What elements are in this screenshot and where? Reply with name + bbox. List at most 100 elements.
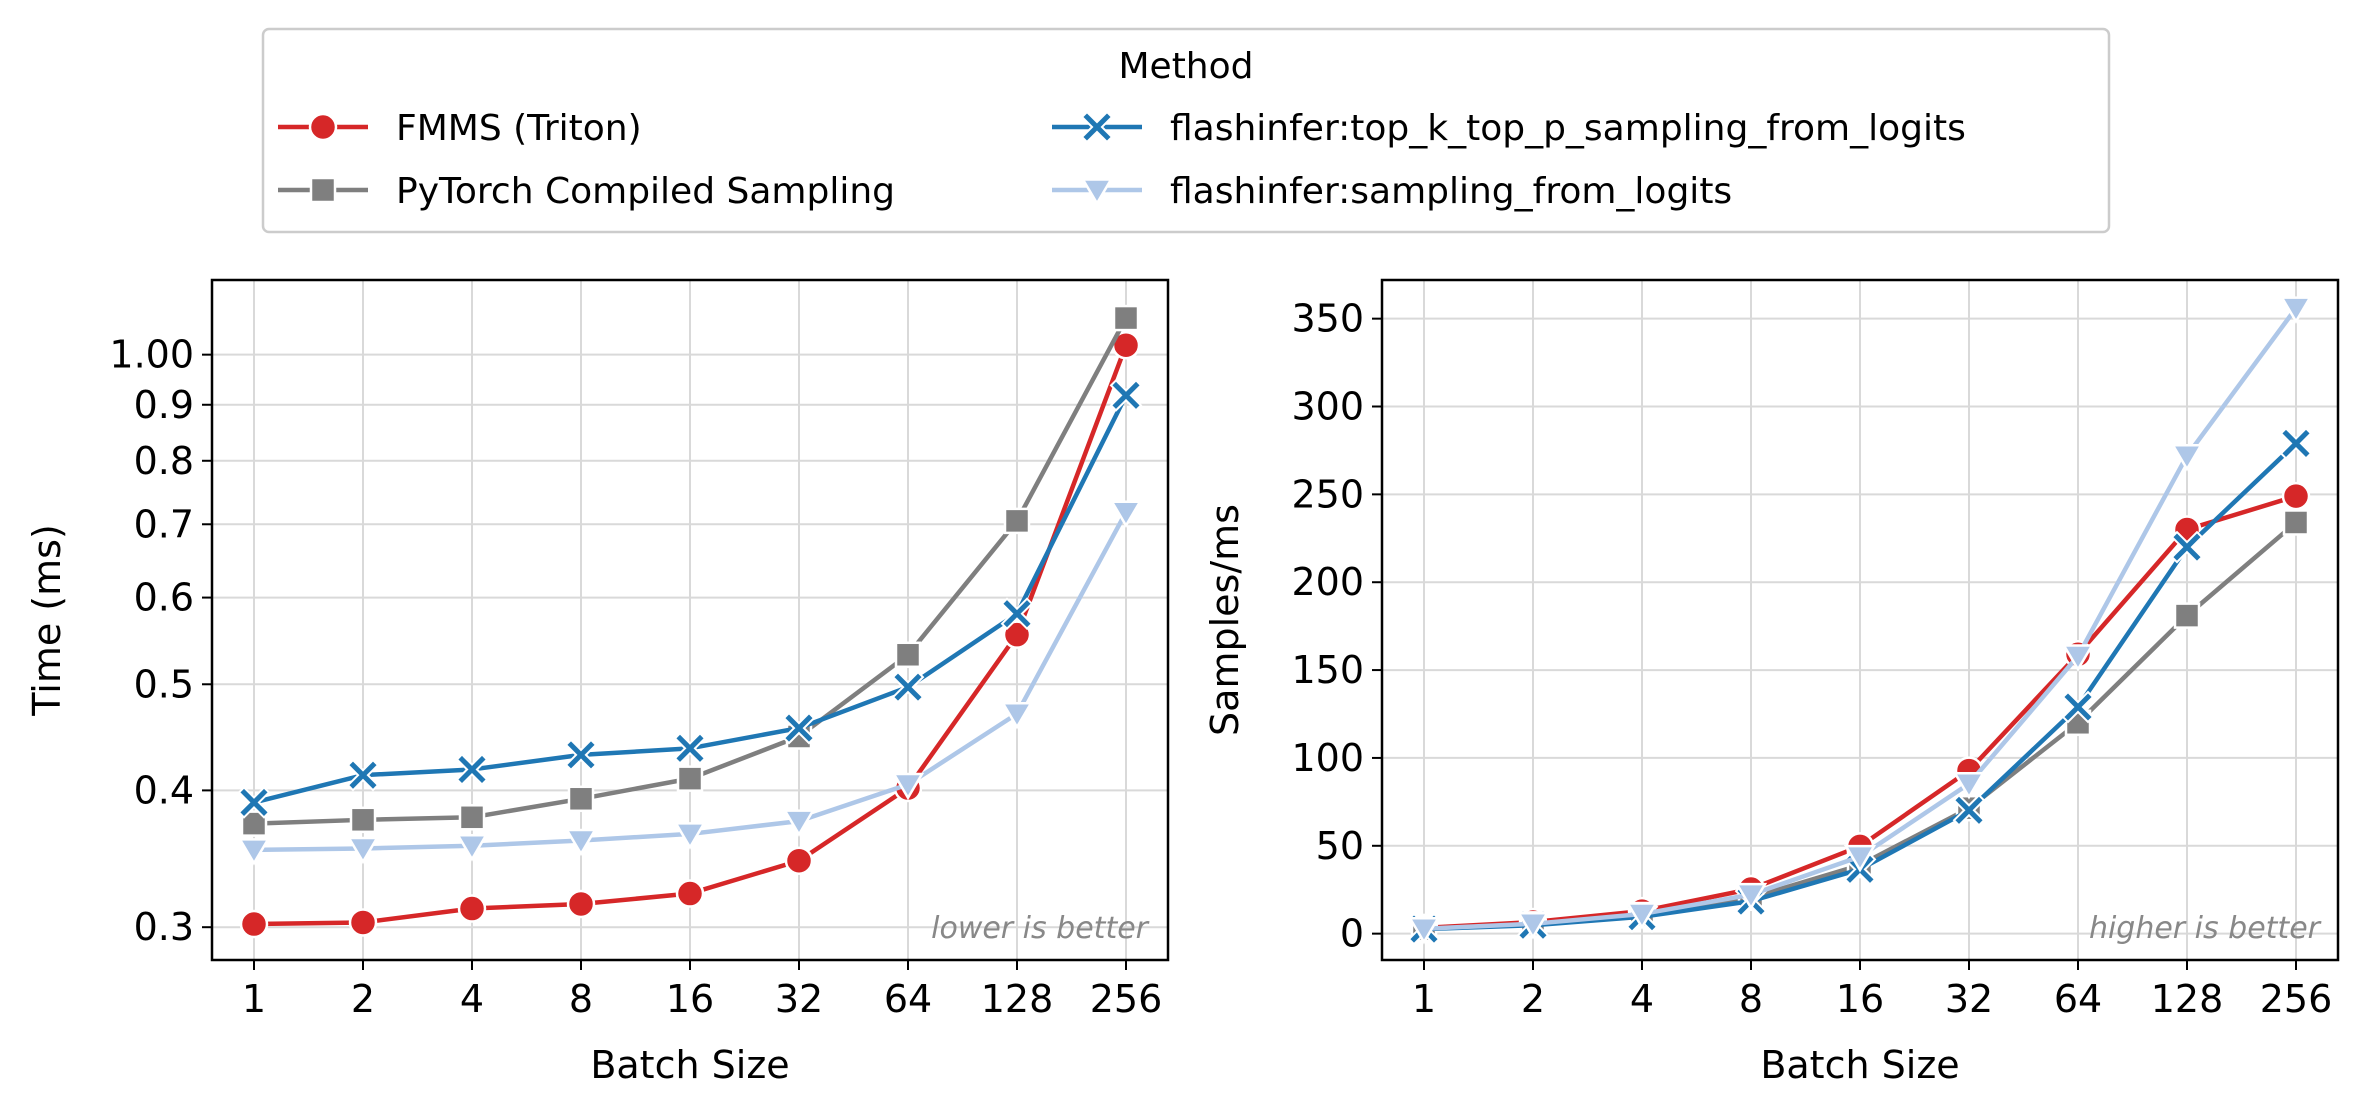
x-tick-label: 32 <box>775 977 823 1021</box>
y-tick-label: 0.3 <box>134 905 194 949</box>
x-tick-label: 8 <box>569 977 593 1021</box>
legend-marker-shape <box>308 112 338 142</box>
legend-frame <box>261 27 2111 234</box>
throughput-chart-ylabel: Samples/ms <box>1203 504 1247 736</box>
legend-marker-shape <box>309 176 337 204</box>
series-fi-topk <box>237 378 1143 819</box>
data-point <box>564 738 598 772</box>
data-point <box>1734 882 1768 911</box>
data-point <box>2173 602 2201 629</box>
y-tick-label: 0.8 <box>134 439 194 483</box>
data-point <box>455 834 489 862</box>
data-point <box>673 822 707 850</box>
y-tick-label: 0.5 <box>134 662 194 706</box>
data-point <box>237 838 271 866</box>
data-point <box>1516 912 1550 940</box>
data-point <box>455 753 489 786</box>
data-point <box>1002 620 1032 649</box>
data-point <box>2061 644 2095 672</box>
legend-marker-shape <box>1080 178 1114 206</box>
data-point <box>2282 509 2310 536</box>
y-tick-label: 100 <box>1291 736 1364 780</box>
data-point <box>566 889 596 919</box>
data-point <box>676 765 704 792</box>
data-point <box>673 731 707 765</box>
data-point <box>2061 690 2095 724</box>
legend-entry-fi-topk: flashinfer:top_k_top_p_sampling_from_log… <box>1052 108 1966 149</box>
y-tick-label: 250 <box>1291 472 1364 516</box>
legend-entry-torch: PyTorch Compiled Sampling <box>278 171 895 212</box>
data-point <box>237 786 271 819</box>
data-point <box>891 772 925 801</box>
y-tick-label: 350 <box>1291 297 1364 341</box>
series-fmms <box>239 330 1141 939</box>
data-point <box>675 879 705 908</box>
data-point <box>1952 793 1986 827</box>
data-point <box>564 828 598 857</box>
series-torch <box>240 304 1140 837</box>
time-chart-xlabel: Batch Size <box>590 1043 789 1087</box>
data-point <box>2170 530 2204 564</box>
data-point <box>458 804 486 831</box>
throughput-chart: 1 2 4 8 16 32 64 128 256 0 50 100 150 200 250 300 350 hi… <box>1203 278 2340 1087</box>
data-point <box>1952 772 1986 800</box>
time-chart-annotation: lower is better <box>931 911 1150 946</box>
x-tick-label: 16 <box>666 977 714 1021</box>
series-fi-samp <box>237 500 1143 866</box>
data-point <box>1843 844 1877 873</box>
x-tick-label: 64 <box>2054 977 2102 1021</box>
x-tick-label: 32 <box>1945 977 1993 1021</box>
y-tick-label: 0.4 <box>134 768 194 812</box>
data-point <box>1407 916 1441 945</box>
x-tick-label: 8 <box>1739 977 1763 1021</box>
data-point <box>1000 597 1034 631</box>
data-point <box>894 641 922 669</box>
data-point <box>346 836 380 865</box>
data-point <box>348 908 378 937</box>
data-point <box>2279 296 2313 324</box>
data-point <box>346 758 380 792</box>
data-point <box>2279 427 2313 460</box>
legend-marker-fi-topk <box>1080 110 1114 144</box>
data-point <box>239 909 269 939</box>
data-point <box>1000 701 1034 730</box>
y-tick-label: 0.7 <box>134 502 194 546</box>
data-point <box>1112 304 1140 332</box>
y-tick-label: 300 <box>1291 385 1364 429</box>
y-tick-label: 0.6 <box>134 576 194 620</box>
x-tick-label: 128 <box>2151 977 2224 1021</box>
y-tick-label: 150 <box>1291 648 1364 692</box>
data-point <box>1109 378 1143 412</box>
legend-title: Method <box>1118 46 1253 87</box>
x-tick-label: 4 <box>460 977 484 1021</box>
data-point <box>567 785 595 813</box>
legend-label-fmms: FMMS (Triton) <box>396 108 642 149</box>
data-point <box>2281 481 2311 511</box>
legend-marker-shape <box>1080 110 1114 144</box>
x-tick-label: 128 <box>981 977 1054 1021</box>
legend-label-torch: PyTorch Compiled Sampling <box>396 171 895 212</box>
y-tick-label: 0 <box>1340 912 1364 956</box>
legend-entry-fmms: FMMS (Triton) <box>278 108 642 149</box>
x-tick-label: 4 <box>1630 977 1654 1021</box>
legend-label-fi-topk: flashinfer:top_k_top_p_sampling_from_log… <box>1170 108 1966 149</box>
x-tick-label: 1 <box>242 977 266 1021</box>
y-tick-label: 200 <box>1291 560 1364 604</box>
data-point <box>782 711 816 745</box>
y-tick-label: 1.00 <box>109 333 194 377</box>
data-point <box>891 670 925 704</box>
y-tick-label: 50 <box>1316 824 1364 868</box>
data-point <box>2170 443 2204 472</box>
y-tick-label: 0.9 <box>134 383 194 427</box>
legend-label-fi-samp: flashinfer:sampling_from_logits <box>1170 171 1732 212</box>
throughput-chart-xlabel: Batch Size <box>1760 1043 1959 1087</box>
throughput-chart-annotation: higher is better <box>2089 911 2322 946</box>
data-point <box>1109 500 1143 528</box>
data-point <box>784 846 814 875</box>
series-fi-samp <box>1407 296 2313 945</box>
legend-marker-fi-samp <box>1080 178 1114 206</box>
legend-marker-fmms <box>308 112 338 142</box>
x-tick-label: 256 <box>1090 977 1163 1021</box>
x-tick-label: 2 <box>351 977 375 1021</box>
